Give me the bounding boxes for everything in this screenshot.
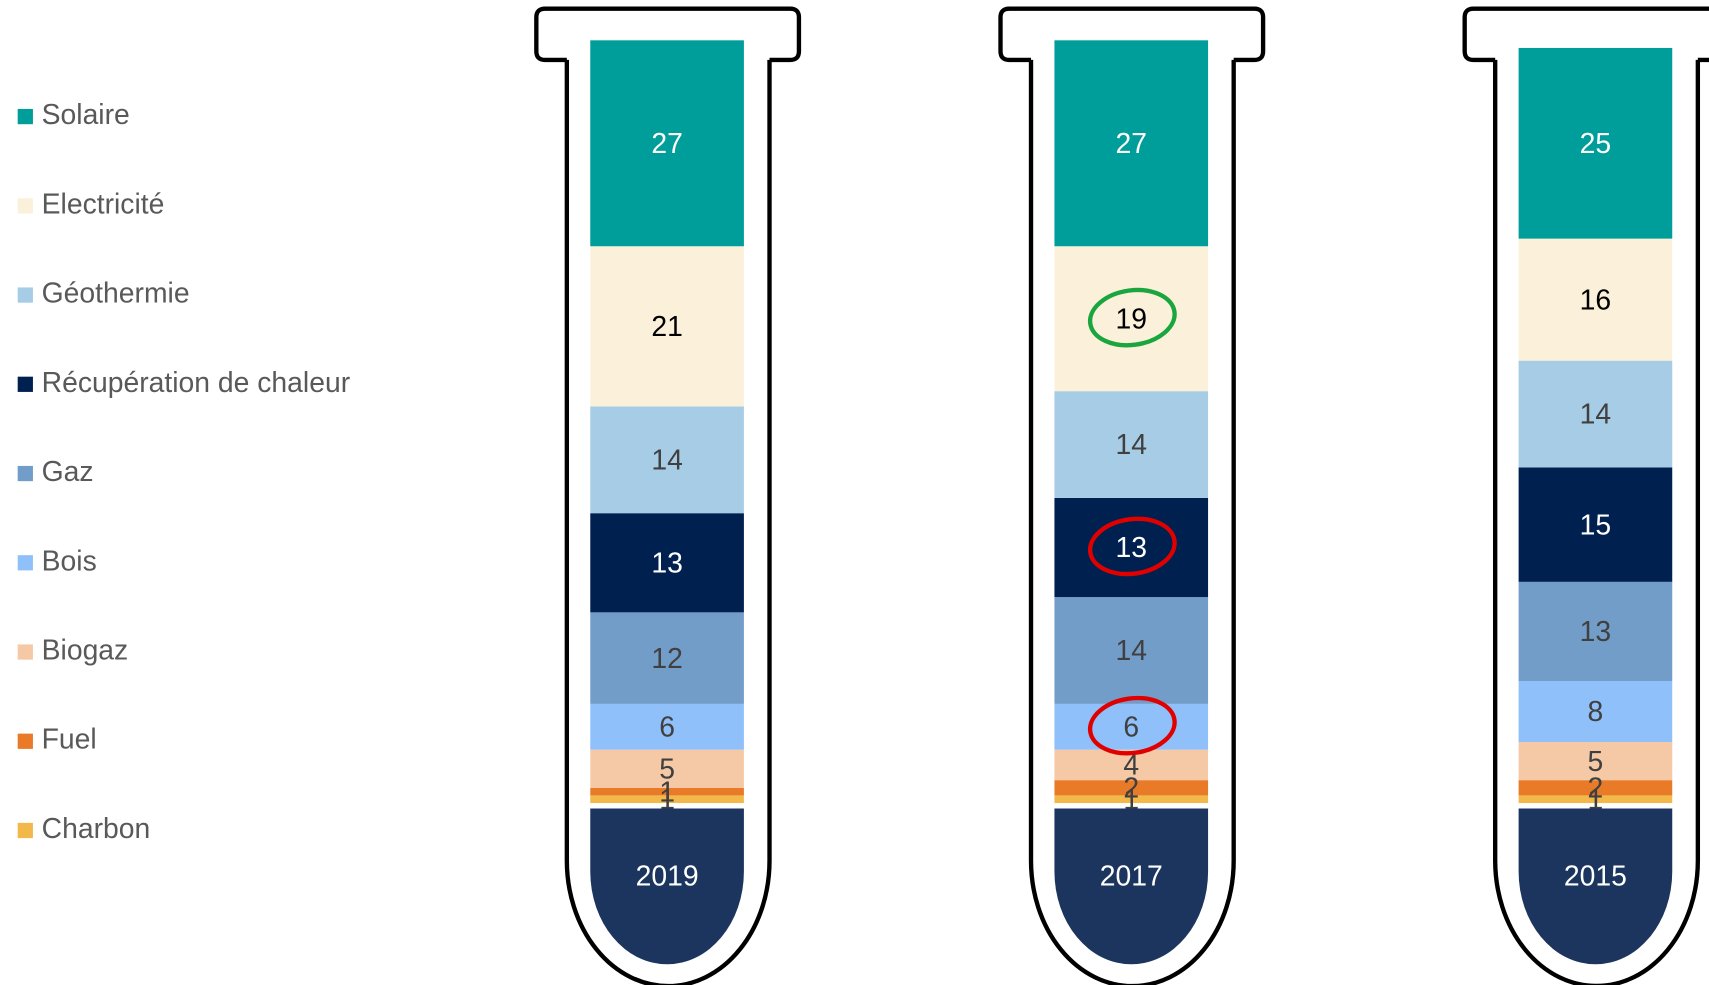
legend-swatch	[17, 376, 33, 392]
tube-bulb	[1518, 808, 1673, 965]
data-label: 5	[659, 753, 675, 785]
bar-segment	[1054, 780, 1209, 796]
bar-segment	[1054, 795, 1209, 804]
data-label: 12	[651, 643, 683, 675]
data-label: 13	[651, 547, 683, 579]
x-tick-label: 2015	[1564, 861, 1627, 893]
bar-segment	[1518, 742, 1673, 781]
bar-segment	[1054, 597, 1209, 704]
data-label: 4	[1123, 750, 1139, 782]
legend-label: Charbon	[42, 813, 151, 845]
bar-segment	[1518, 238, 1673, 361]
bar-segment	[1518, 681, 1673, 743]
data-label: 6	[659, 711, 675, 743]
data-label: 2	[1123, 772, 1139, 804]
legend-swatch	[17, 733, 33, 749]
data-label: 15	[1580, 509, 1612, 541]
legend-label: Récupération de chaleur	[42, 367, 351, 399]
tube-outline	[998, 6, 1266, 985]
legend-label: Fuel	[42, 724, 97, 756]
bar-segment	[590, 703, 744, 750]
data-label: 13	[1580, 616, 1612, 648]
legend-swatch	[17, 644, 33, 660]
tube-bulb	[590, 808, 744, 965]
data-label: 14	[651, 444, 683, 476]
data-label: 1	[659, 776, 675, 808]
bar-segment	[590, 406, 744, 514]
data-label: 1	[1588, 784, 1604, 816]
legend-label: Biogaz	[42, 635, 129, 667]
bar-segment	[1054, 391, 1209, 498]
bar-segment	[1054, 497, 1209, 598]
legend-swatch	[17, 822, 33, 839]
bar-segment	[590, 787, 744, 796]
legend-label: Solaire	[42, 99, 130, 131]
bar-segment	[1518, 47, 1673, 239]
x-tick-label: 2017	[1100, 861, 1163, 893]
bar-segment	[1518, 795, 1673, 804]
data-label: 2	[1588, 772, 1604, 804]
bar-segment	[1054, 40, 1209, 247]
legend-swatch	[17, 198, 33, 214]
legend-label: Electricité	[42, 188, 165, 220]
bar-segment	[590, 513, 744, 613]
bar-segment	[1518, 780, 1673, 796]
bar-segment	[1518, 467, 1673, 582]
tube-bulb	[1054, 808, 1209, 965]
data-label: 13	[1116, 532, 1148, 564]
ellipse-green	[1087, 287, 1177, 348]
bar-segment	[1054, 246, 1209, 392]
bar-segment	[590, 246, 744, 407]
data-label: 21	[651, 311, 683, 343]
bar-segment	[590, 749, 744, 788]
data-label: 5	[1588, 746, 1604, 778]
ellipse-red	[1087, 516, 1177, 577]
data-label: 19	[1116, 303, 1148, 335]
tube-outline	[1462, 6, 1709, 985]
data-label: 6	[1123, 711, 1139, 743]
data-label: 14	[1580, 399, 1612, 431]
legend-swatch	[17, 108, 33, 125]
data-label: 25	[1580, 128, 1612, 160]
data-label: 16	[1580, 284, 1612, 316]
data-label: 27	[1116, 128, 1148, 160]
tube-outline	[534, 6, 802, 985]
legend-label: Bois	[42, 545, 97, 577]
bar-segment	[590, 40, 744, 247]
data-label: 14	[1116, 429, 1148, 461]
legend-swatch	[17, 555, 33, 571]
bar-segment	[1054, 703, 1209, 750]
data-label: 1	[1123, 784, 1139, 816]
bar-segment	[590, 795, 744, 804]
legend-swatch	[17, 287, 33, 303]
bar-segment	[590, 612, 744, 704]
ellipse-red	[1087, 695, 1177, 756]
x-tick-label: 2019	[636, 861, 699, 893]
data-label: 27	[651, 128, 683, 160]
bar-segment	[1518, 360, 1673, 468]
data-label: 14	[1116, 635, 1148, 667]
legend-label: Gaz	[42, 456, 94, 488]
data-label: 8	[1588, 696, 1604, 728]
legend-swatch	[17, 465, 33, 482]
data-label: 1	[659, 784, 675, 816]
legend-label: Géothermie	[42, 278, 190, 310]
bar-segment	[1518, 581, 1673, 682]
